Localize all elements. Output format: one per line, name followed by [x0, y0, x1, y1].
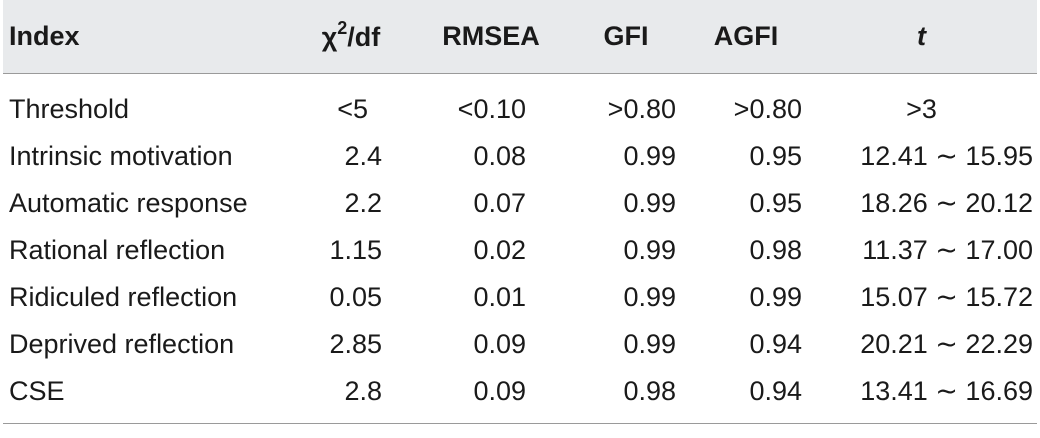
cell-rmsea: 0.09: [416, 368, 566, 424]
cell-agfi: >0.80: [733, 94, 802, 124]
cell-rmsea: <0.10: [457, 94, 526, 124]
header-t: t: [806, 0, 1037, 74]
row-label: CSE: [3, 368, 286, 424]
cell-rmsea: 0.08: [473, 141, 526, 171]
table-row: Intrinsic motivation 2.4 0.08 0.99 0.95 …: [3, 133, 1037, 180]
header-chi-tail: /df: [347, 22, 381, 52]
cell-gfi: 0.99: [623, 282, 676, 312]
header-chi-square-df: χ2/df: [286, 0, 416, 74]
header-agfi: AGFI: [686, 0, 806, 74]
cell-agfi: 0.95: [749, 188, 802, 218]
cell-chi-df: 1.15: [329, 235, 382, 265]
row-label: Deprived reflection: [9, 329, 235, 359]
cell-t: >3: [906, 94, 937, 124]
header-chi-base: χ: [321, 22, 338, 52]
header-chi-sup: 2: [337, 18, 348, 38]
cell-gfi: 0.99: [623, 235, 676, 265]
table-header: Index χ2/df RMSEA GFI AGFI t: [3, 0, 1037, 74]
cell-t: 12.41 ∼ 15.95: [860, 141, 1033, 171]
cell-rmsea: 0.09: [473, 329, 526, 359]
cell-gfi: 0.99: [623, 188, 676, 218]
cell-t: 13.41 ∼ 16.69: [806, 368, 1037, 424]
row-label: Threshold: [9, 94, 130, 124]
header-gfi: GFI: [566, 0, 686, 74]
cell-chi-df: 2.4: [344, 141, 382, 171]
cell-agfi: 0.98: [749, 235, 802, 265]
table-row: Rational reflection 1.15 0.02 0.99 0.98 …: [3, 227, 1037, 274]
cell-gfi: 0.99: [623, 329, 676, 359]
cell-chi-df: 0.05: [329, 282, 382, 312]
cell-agfi: 0.94: [749, 329, 802, 359]
table-row: Deprived reflection 2.85 0.09 0.99 0.94 …: [3, 321, 1037, 368]
cell-agfi: 0.95: [749, 141, 802, 171]
header-rmsea: RMSEA: [416, 0, 566, 74]
row-label: Rational reflection: [9, 235, 226, 265]
cell-t: 15.07 ∼ 15.72: [860, 282, 1033, 312]
fit-index-table: Index χ2/df RMSEA GFI AGFI t Threshold <…: [3, 0, 1037, 424]
table-body: Threshold <5 <0.10 >0.80 >0.80 >3 Intrin…: [3, 74, 1037, 424]
cell-gfi: >0.80: [607, 94, 676, 124]
cell-chi-df: <5: [337, 94, 368, 124]
cell-t: 11.37 ∼ 17.00: [862, 235, 1033, 265]
cell-agfi: 0.94: [686, 368, 806, 424]
cell-gfi: 0.98: [566, 368, 686, 424]
table-row: Automatic response 2.2 0.07 0.99 0.95 18…: [3, 180, 1037, 227]
row-label: Intrinsic motivation: [9, 141, 233, 171]
table-row: Ridiculed reflection 0.05 0.01 0.99 0.99…: [3, 274, 1037, 321]
header-index: Index: [3, 0, 286, 74]
row-label: Automatic response: [9, 188, 248, 218]
table-row: Threshold <5 <0.10 >0.80 >0.80 >3: [3, 74, 1037, 134]
table-row: CSE 2.8 0.09 0.98 0.94 13.41 ∼ 16.69: [3, 368, 1037, 424]
header-row: Index χ2/df RMSEA GFI AGFI t: [3, 0, 1037, 74]
cell-rmsea: 0.07: [473, 188, 526, 218]
cell-t: 18.26 ∼ 20.12: [860, 188, 1033, 218]
cell-rmsea: 0.02: [473, 235, 526, 265]
cell-chi-df: 2.2: [344, 188, 382, 218]
row-label: Ridiculed reflection: [9, 282, 238, 312]
cell-rmsea: 0.01: [473, 282, 526, 312]
cell-chi-df: 2.85: [329, 329, 382, 359]
cell-gfi: 0.99: [623, 141, 676, 171]
cell-chi-df: 2.8: [286, 368, 416, 424]
cell-agfi: 0.99: [749, 282, 802, 312]
cell-t: 20.21 ∼ 22.29: [860, 329, 1033, 359]
